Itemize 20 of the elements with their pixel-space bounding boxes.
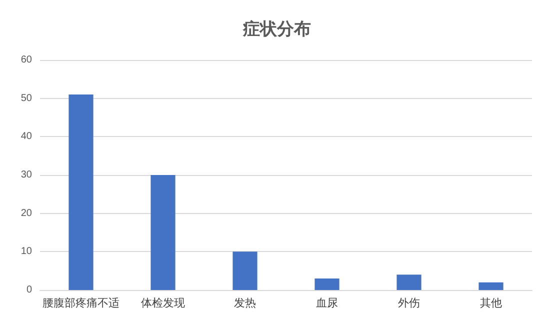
x-tick-label: 发热 xyxy=(234,298,256,310)
bar xyxy=(68,94,94,290)
y-tick-label: 10 xyxy=(20,246,32,258)
y-tick-label: 0 xyxy=(26,284,32,296)
x-tick-label: 体检发现 xyxy=(141,298,185,310)
chart-title: 症状分布 xyxy=(242,20,311,40)
bar xyxy=(396,274,422,290)
bar xyxy=(232,252,258,290)
y-tick-label: 40 xyxy=(20,131,32,142)
y-tick-label: 60 xyxy=(20,54,32,66)
bar xyxy=(478,282,504,290)
y-tick-label: 50 xyxy=(20,92,32,104)
y-tick-label: 20 xyxy=(20,208,32,219)
x-tick-label: 血尿 xyxy=(316,298,338,310)
bar xyxy=(314,278,340,290)
x-tick-label: 腰腹部疼痛不适 xyxy=(42,296,120,310)
bar xyxy=(150,175,176,290)
x-tick-label: 其他 xyxy=(480,296,502,310)
y-tick-label: 30 xyxy=(20,170,32,180)
x-tick-label: 外伤 xyxy=(398,298,420,310)
